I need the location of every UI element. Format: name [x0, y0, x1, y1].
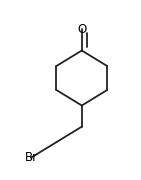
Text: O: O [77, 23, 86, 36]
Text: Br: Br [24, 151, 38, 164]
